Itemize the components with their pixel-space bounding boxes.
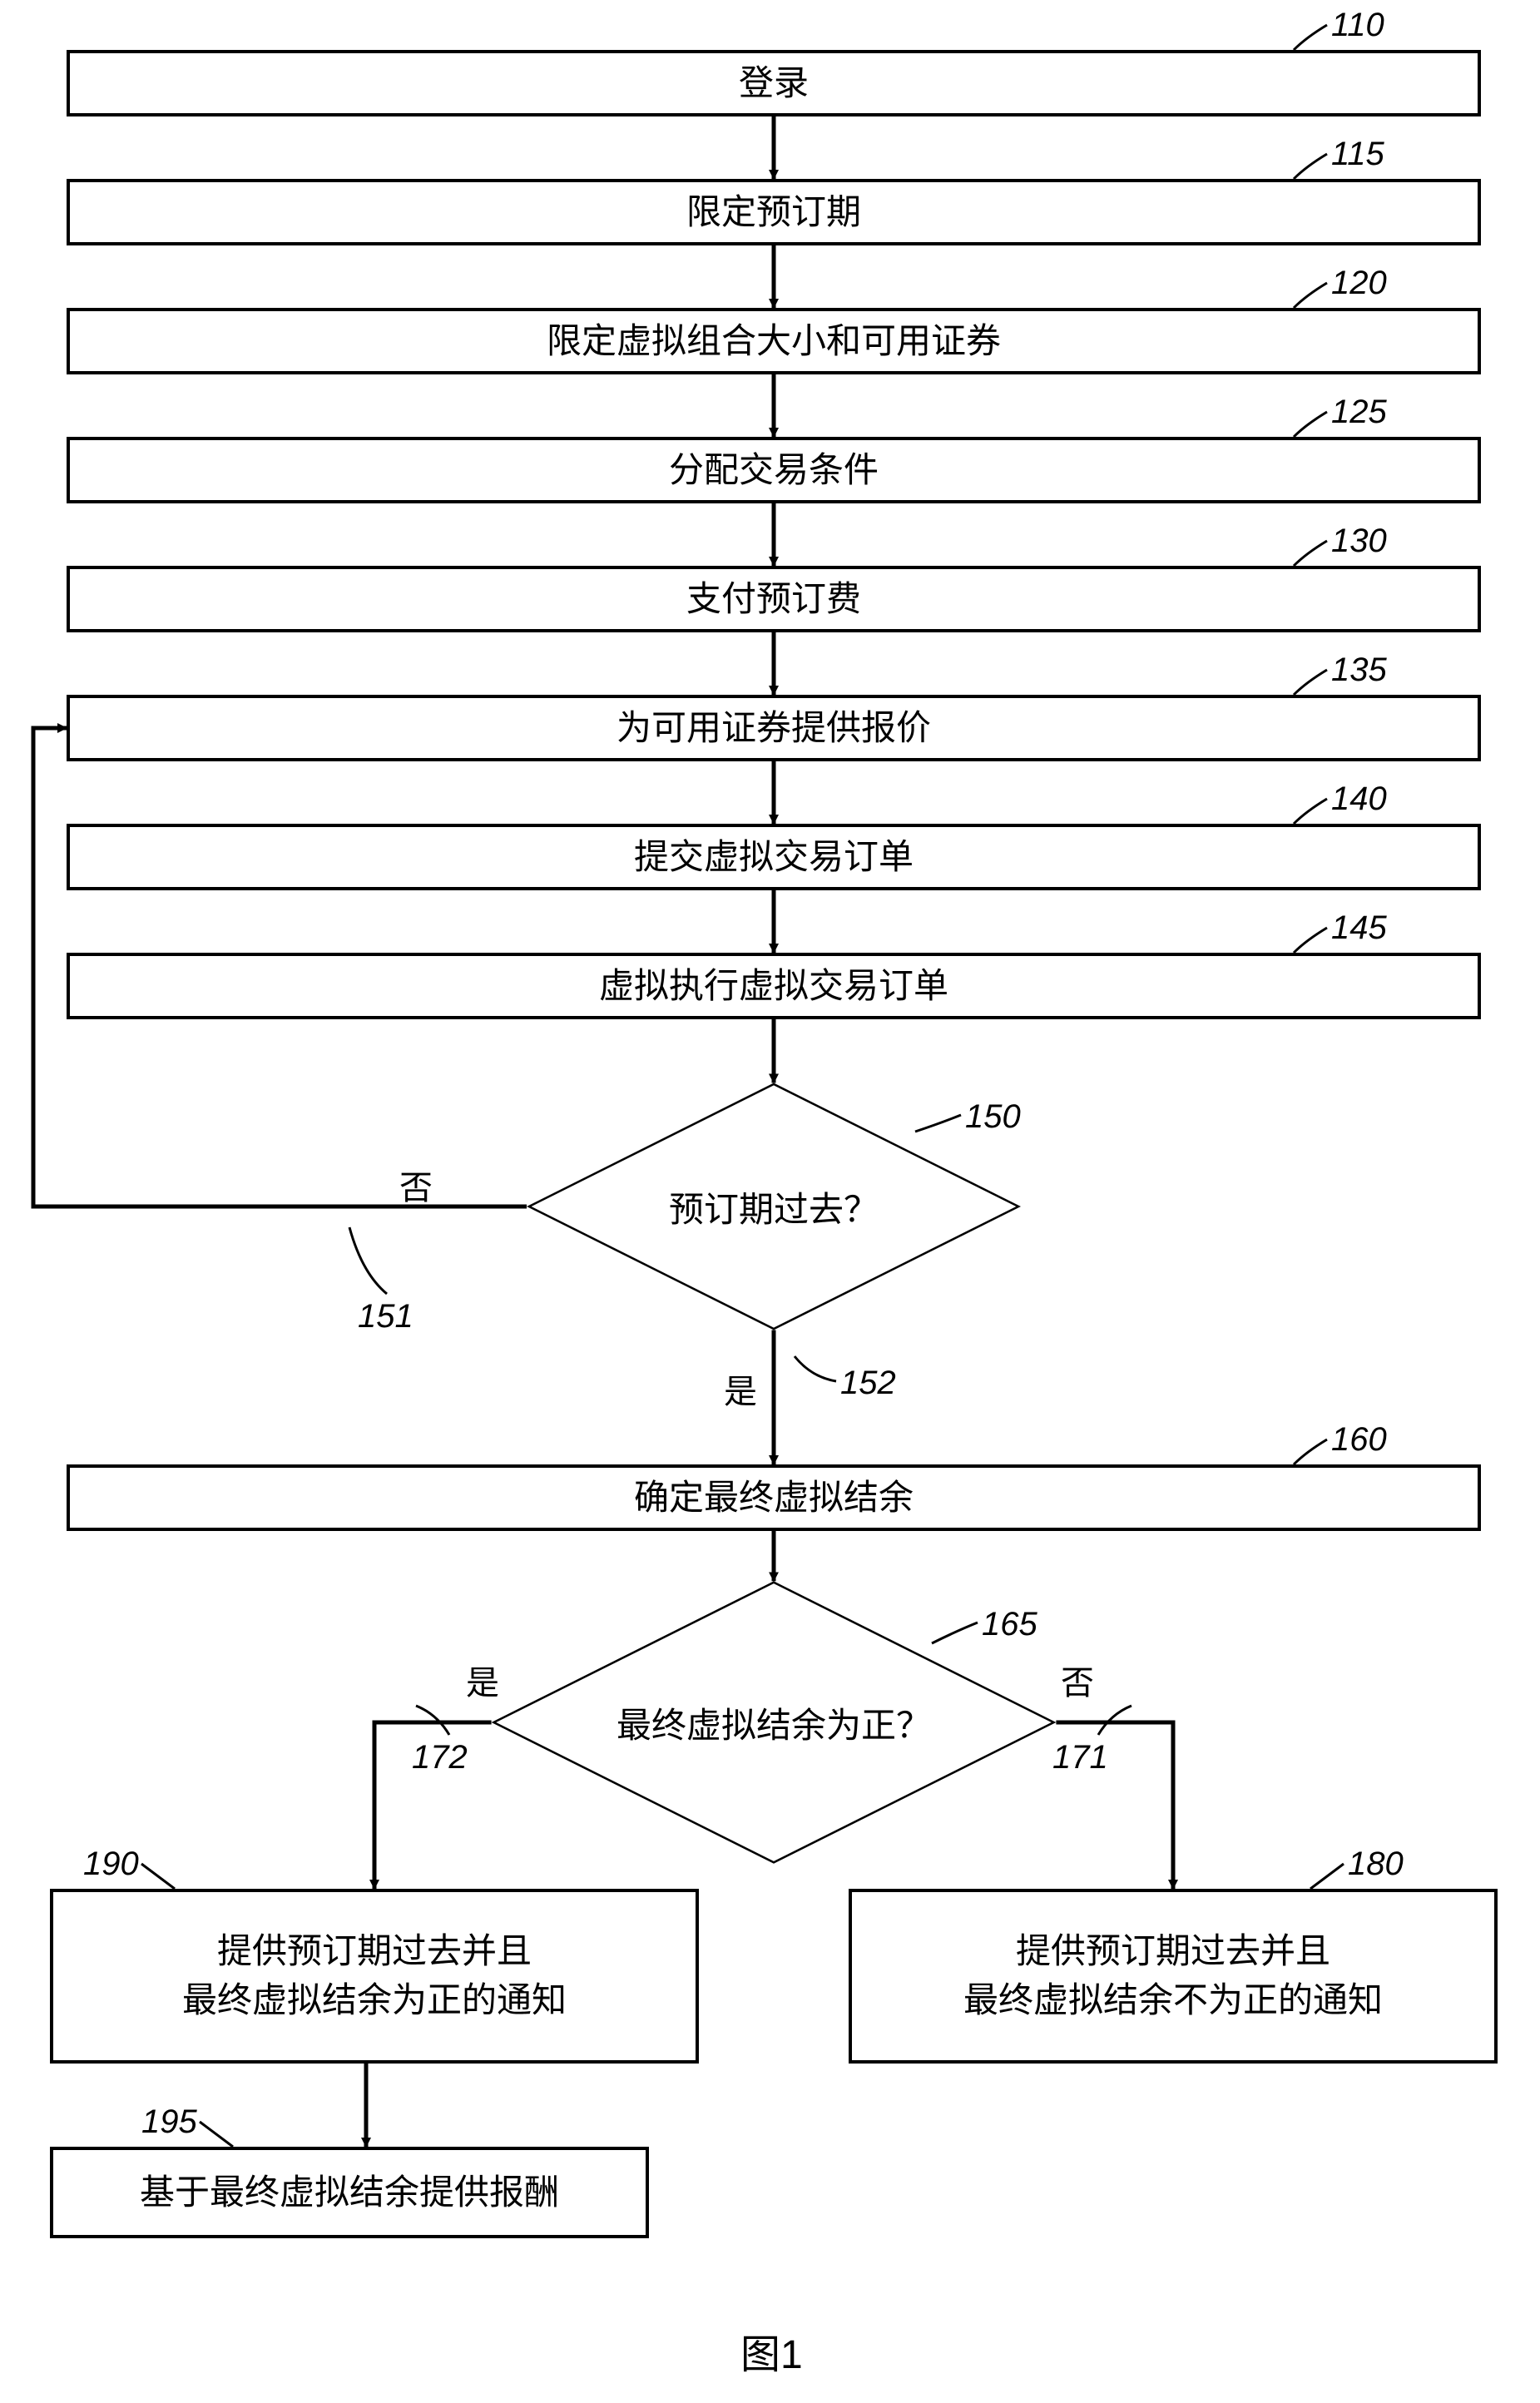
flowchart-canvas: 登录 110 限定预订期 115 限定虚拟组合大小和可用证券 120 分配交易条件 125 支付… <box>0 0 1540 2403</box>
ref-115: 115 <box>1331 136 1384 173</box>
decision-d165: 最终虚拟结余为正？ <box>574 1523 973 1922</box>
process-n110: 登录 <box>67 50 1481 116</box>
process-n195: 基于最终虚拟结余提供报酬 <box>50 2147 649 2238</box>
ref-110: 110 <box>1331 7 1384 44</box>
process-label: 基于最终虚拟结余提供报酬 <box>140 2168 559 2217</box>
process-label: 提交虚拟交易订单 <box>634 833 914 882</box>
process-label: 提供预订期过去并且 最终虚拟结余为正的通知 <box>182 1927 567 2025</box>
ref-151: 151 <box>358 1298 413 1335</box>
process-label: 确定最终虚拟结余 <box>634 1474 914 1523</box>
process-n125: 分配交易条件 <box>67 437 1481 503</box>
ref-195: 195 <box>141 2103 197 2141</box>
ref-140: 140 <box>1331 780 1387 818</box>
ref-165: 165 <box>982 1606 1037 1643</box>
branch-label-d150-no: 否 <box>399 1161 433 1209</box>
ref-172: 172 <box>412 1739 468 1776</box>
process-n145: 虚拟执行虚拟交易订单 <box>67 953 1481 1019</box>
ref-180: 180 <box>1348 1846 1404 1883</box>
decision-d150: 预订期过去？ <box>599 1032 948 1381</box>
ref-135: 135 <box>1331 652 1387 689</box>
process-label: 提供预订期过去并且 最终虚拟结余不为正的通知 <box>963 1927 1383 2025</box>
ref-171: 171 <box>1052 1739 1108 1776</box>
ref-160: 160 <box>1331 1421 1387 1459</box>
process-label: 登录 <box>739 59 809 108</box>
process-n135: 为可用证券提供报价 <box>67 695 1481 761</box>
branch-label-d165-yes: 是 <box>466 1656 499 1704</box>
decision-label: 预订期过去？ <box>599 1032 948 1381</box>
process-label: 限定虚拟组合大小和可用证券 <box>547 317 1001 366</box>
figure-caption: 图1 <box>740 2321 803 2380</box>
process-n160: 确定最终虚拟结余 <box>67 1464 1481 1531</box>
process-n120: 限定虚拟组合大小和可用证券 <box>67 308 1481 374</box>
process-label: 虚拟执行虚拟交易订单 <box>599 962 948 1011</box>
decision-label: 最终虚拟结余为正？ <box>574 1523 973 1922</box>
ref-120: 120 <box>1331 265 1387 302</box>
ref-125: 125 <box>1331 394 1387 431</box>
ref-145: 145 <box>1331 909 1387 947</box>
process-n130: 支付预订费 <box>67 566 1481 632</box>
process-label: 为可用证券提供报价 <box>616 704 931 753</box>
process-label: 限定预订期 <box>686 188 861 237</box>
process-label: 支付预订费 <box>686 575 861 624</box>
ref-150: 150 <box>965 1098 1021 1136</box>
branch-label-d165-no: 否 <box>1061 1656 1094 1704</box>
process-n140: 提交虚拟交易订单 <box>67 824 1481 890</box>
ref-130: 130 <box>1331 523 1387 560</box>
ref-190: 190 <box>83 1846 139 1883</box>
process-label: 分配交易条件 <box>669 446 879 495</box>
process-n115: 限定预订期 <box>67 179 1481 245</box>
